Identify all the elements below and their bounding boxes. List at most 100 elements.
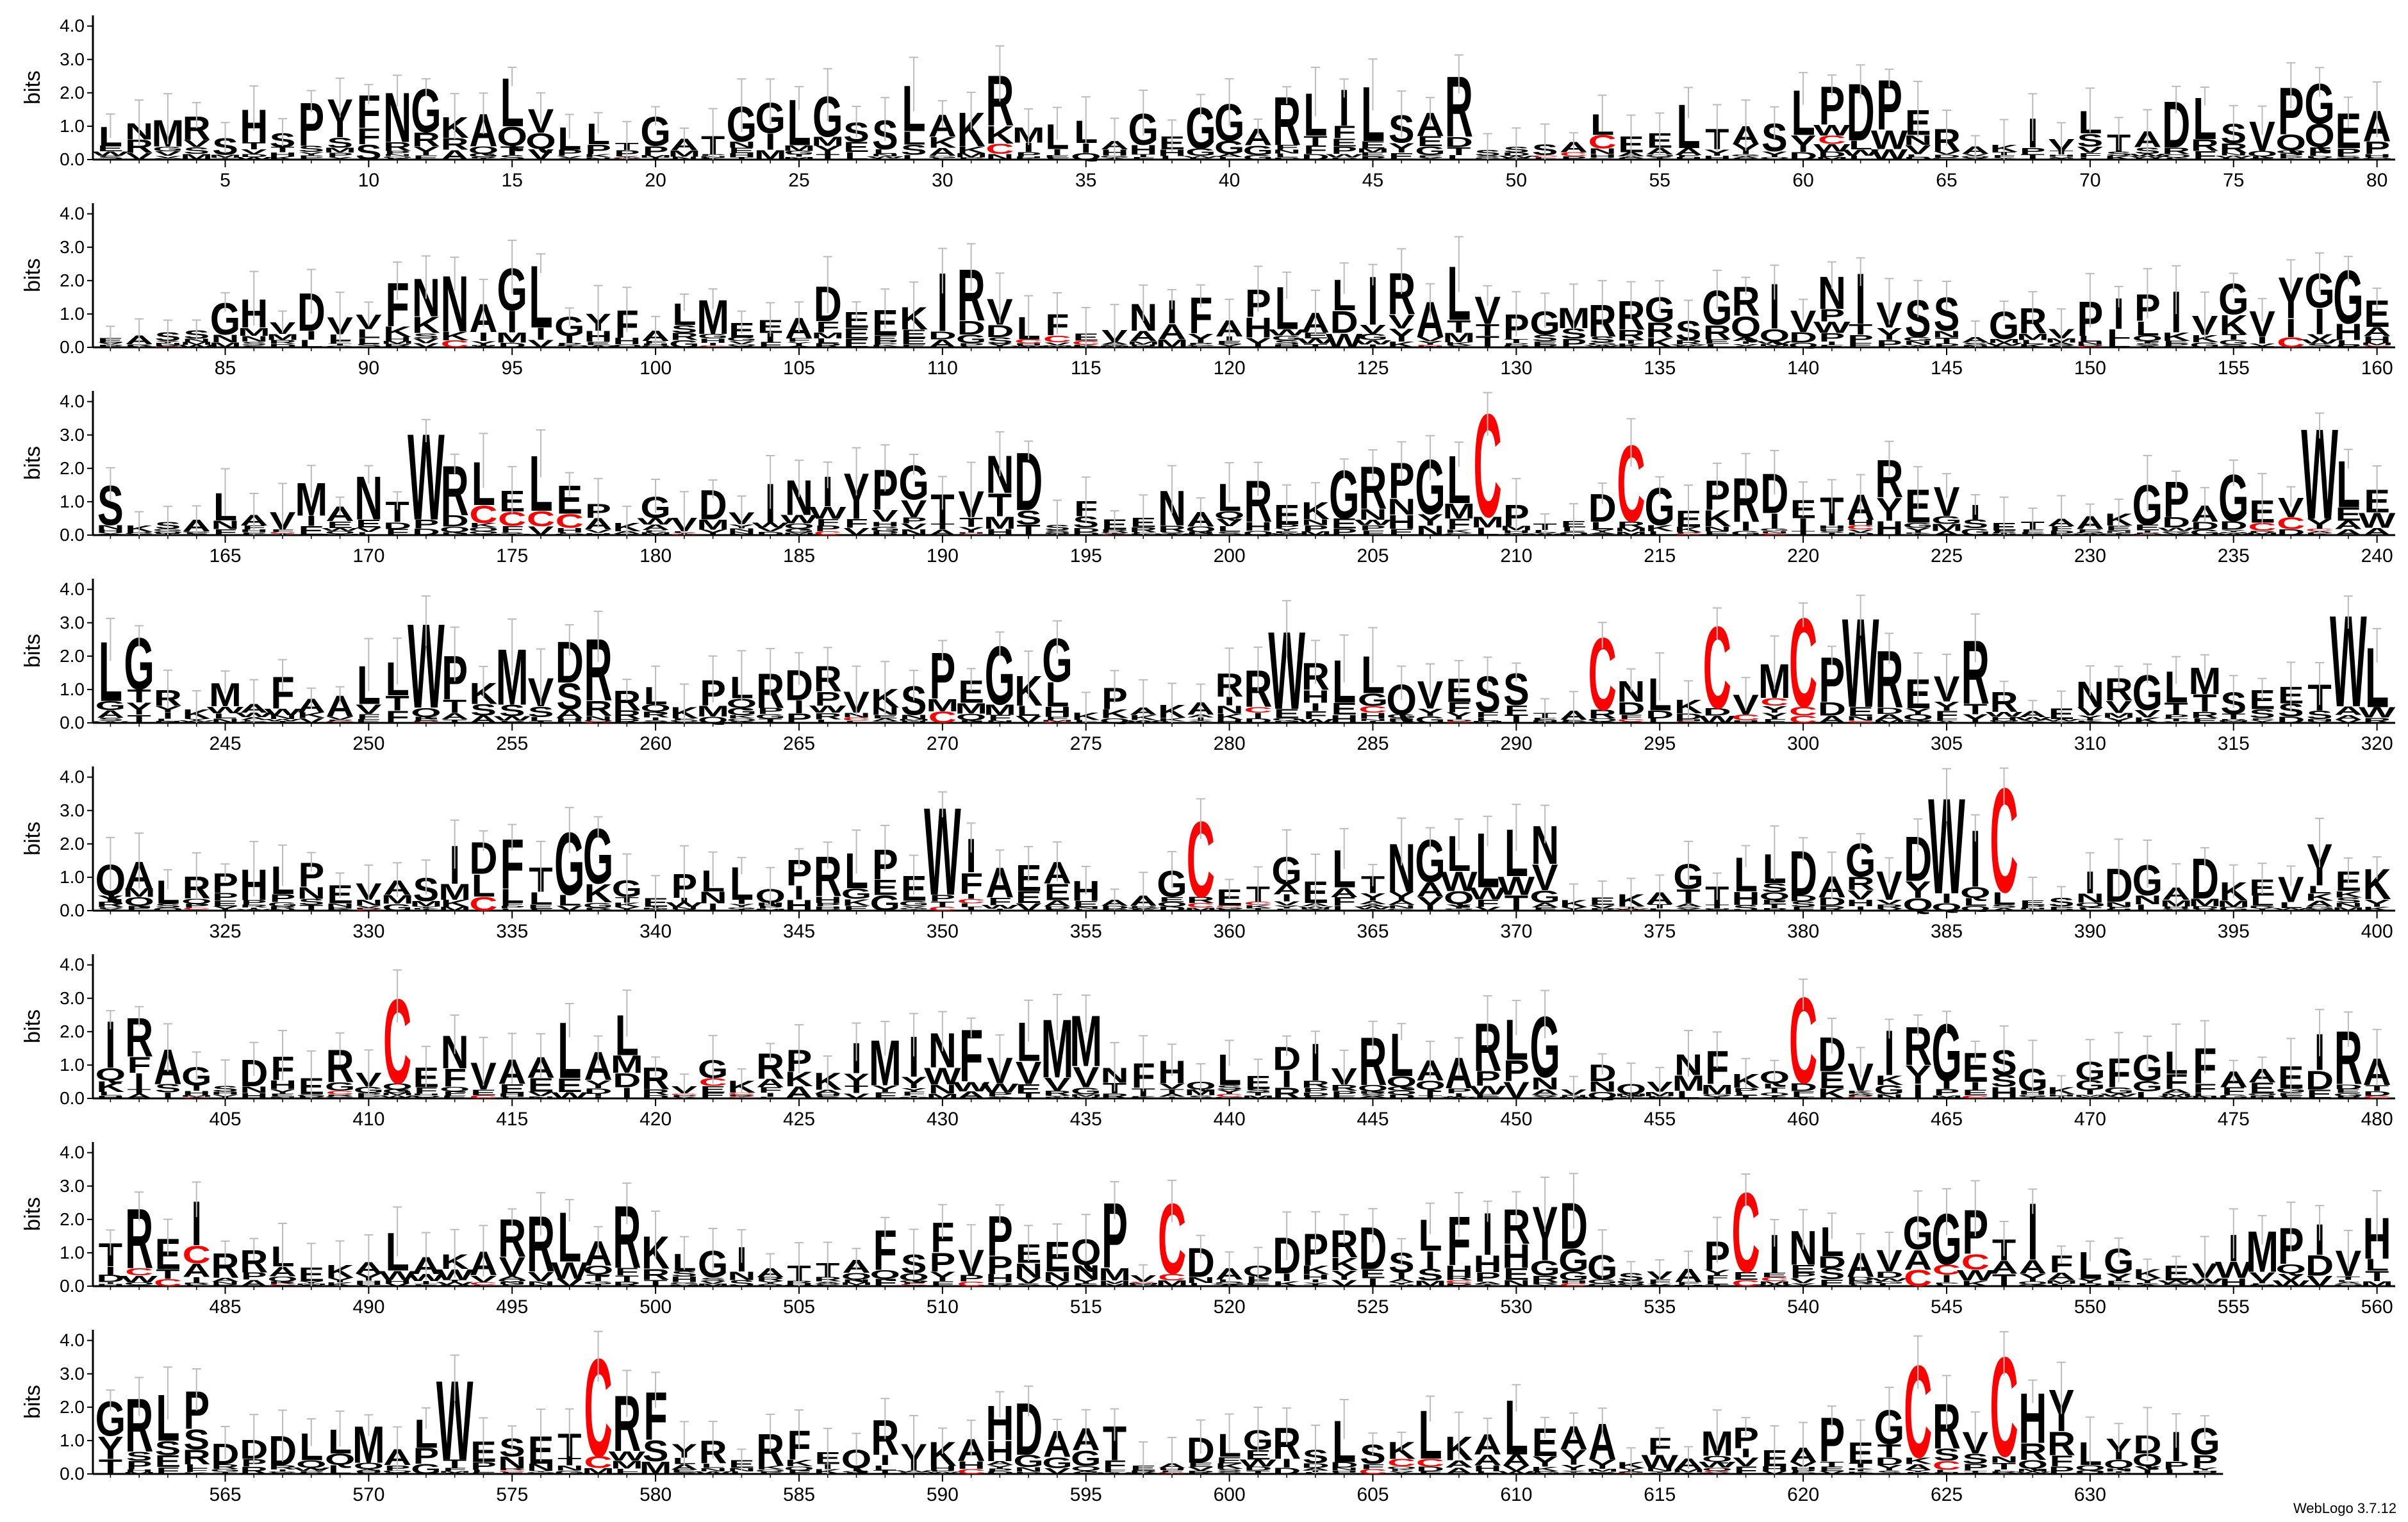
x-tick-label: 380	[1787, 921, 1819, 942]
logo-letter: G	[1243, 143, 1274, 158]
logo-letter: I	[1367, 262, 1378, 340]
logo-letter: M	[2361, 342, 2393, 346]
logo-letter: I	[1855, 260, 1866, 340]
logo-letter: N	[928, 159, 957, 160]
x-tick-label: 110	[927, 358, 958, 379]
logo-letter: C	[699, 345, 727, 347]
logo-letter: N	[584, 157, 613, 160]
x-tick-label: 365	[1357, 921, 1389, 942]
logo-letter: T	[1619, 339, 1644, 345]
logo-letter: I	[2257, 335, 2268, 345]
x-tick-label: 360	[1214, 921, 1246, 942]
logo-letter: Q	[2276, 130, 2307, 156]
logo-letter: W	[1153, 533, 1191, 536]
logo-letter: D	[498, 342, 526, 349]
logo-letter: C	[2363, 345, 2391, 347]
logo-letter: Y	[1417, 340, 1444, 346]
logo-letter: M	[267, 333, 299, 342]
logo-letter: S	[1417, 158, 1444, 160]
logo-letter: V	[1503, 347, 1530, 348]
x-tick-label: 105	[783, 358, 815, 379]
logo-letter: W	[1813, 318, 1851, 336]
logo-letter: S	[356, 343, 382, 349]
logo-letter: G	[1731, 159, 1761, 160]
logo-letter: F	[1303, 143, 1327, 156]
logo-letter: G	[382, 346, 413, 348]
logo-letter: N	[727, 534, 755, 536]
x-tick-label: 40	[1219, 170, 1240, 191]
logo-letter: M	[1127, 341, 1160, 346]
logo-letter: G	[870, 525, 901, 533]
logo-letter: H	[2133, 158, 2161, 159]
logo-letter: G	[2189, 341, 2220, 349]
logo-letter: Q	[2161, 154, 2191, 158]
logo-letter: I	[1367, 344, 1378, 349]
x-tick-label: 310	[2074, 733, 2106, 754]
logo-letter: Q	[1731, 311, 1761, 343]
logo-letter: H	[1588, 154, 1617, 159]
y-tick-label: 0.0	[60, 1464, 85, 1484]
logo-letter: V	[1389, 311, 1415, 333]
y-tick-label: 0.0	[60, 149, 85, 169]
x-tick-label: 60	[1792, 170, 1813, 191]
x-tick-label: 595	[1070, 1484, 1102, 1505]
logo-letter: L	[1734, 345, 1758, 347]
logo-letter: K	[1014, 158, 1043, 159]
logo-letter: G	[698, 333, 729, 340]
logo-letter: A	[1674, 146, 1703, 157]
logo-letter: L	[357, 531, 381, 536]
logo-letter: M	[1442, 330, 1475, 345]
y-tick-label: 3.0	[60, 425, 85, 445]
logo-letter: D	[1818, 151, 1846, 159]
logo-letter: D	[1072, 527, 1100, 533]
logo-letter: S	[183, 534, 210, 535]
logo-letter: G	[1013, 159, 1044, 160]
logo-letter: S	[2077, 131, 2103, 151]
x-tick-label: 260	[639, 733, 672, 754]
logo-letter: P	[2364, 138, 2390, 158]
logo-letter: M	[1156, 337, 1189, 350]
x-tick-label: 140	[1787, 358, 1819, 379]
logo-letter: T	[2250, 345, 2274, 347]
logo-letter: V	[528, 146, 554, 163]
x-tick-label: 205	[1357, 545, 1389, 567]
logo-letter: V	[872, 506, 899, 525]
logo-letter: L	[1705, 343, 1729, 348]
logo-letter: G	[1185, 147, 1216, 158]
logo-letter: W	[1813, 122, 1851, 139]
x-tick-label: 580	[639, 1484, 672, 1505]
logo-letter: T	[1505, 338, 1529, 344]
y-axis-label: bits	[21, 1009, 45, 1043]
logo-letter: M	[324, 147, 356, 154]
logo-letter: F	[787, 338, 811, 343]
logo-letter: C	[2076, 346, 2104, 348]
logo-letter: L	[1045, 158, 1069, 159]
logo-letter: M	[984, 513, 1016, 533]
logo-letter: S	[1446, 345, 1472, 348]
logo-letter: V	[1934, 151, 1960, 156]
y-axis-label: bits	[21, 446, 45, 480]
logo-letter: Q	[325, 531, 356, 535]
x-tick-label: 605	[1357, 1484, 1389, 1505]
logo-letter: D	[871, 531, 899, 534]
x-tick-label: 275	[1070, 733, 1102, 754]
logo-letter: P	[1847, 333, 1874, 345]
y-tick-label: 2.0	[60, 270, 85, 290]
logo-letter: P	[556, 148, 582, 158]
logo-letter: L	[2107, 336, 2131, 350]
logo-letter: P	[872, 343, 898, 345]
logo-letter: T	[1132, 154, 1156, 158]
logo-letter: L	[2107, 326, 2131, 342]
logo-letter: H	[871, 533, 899, 536]
logo-letter: N	[183, 338, 211, 343]
logo-row-7: 0.0 1.0 2.0 3.0 4.0 bits 485 490 495 500 505 510 515…	[21, 1142, 2395, 1318]
logo-letter: N	[727, 531, 755, 535]
logo-letter: A	[1617, 156, 1645, 159]
logo-letter: Y	[1187, 331, 1214, 345]
logo-letter: W	[1899, 346, 1936, 347]
logo-letter: Y	[987, 343, 1013, 349]
x-tick-label: 295	[1644, 733, 1676, 754]
logo-letter: G	[153, 145, 183, 153]
x-tick-label: 520	[1214, 1296, 1246, 1318]
logo-letter: E	[1360, 152, 1386, 158]
